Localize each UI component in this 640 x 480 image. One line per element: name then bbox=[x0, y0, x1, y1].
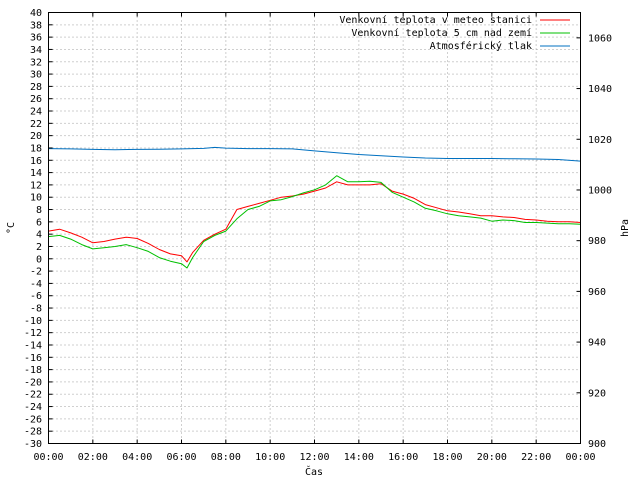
x-tick-label: 14:00 bbox=[344, 452, 374, 463]
y-tick-label: 16 bbox=[30, 156, 42, 167]
y-tick-label: 4 bbox=[36, 230, 42, 241]
y-tick-label: 20 bbox=[30, 131, 42, 142]
y-tick-label: 32 bbox=[30, 57, 42, 68]
series-lines bbox=[48, 146, 581, 269]
y2-axis-label: hPa bbox=[620, 219, 631, 237]
x-axis-label: Čas bbox=[305, 465, 323, 478]
y-tick-label: -12 bbox=[24, 328, 42, 339]
y-tick-label: 36 bbox=[30, 33, 42, 44]
x-tick-label: 02:00 bbox=[78, 452, 108, 463]
x-tick-label: 20:00 bbox=[477, 452, 507, 463]
y-tick-label: -16 bbox=[24, 353, 42, 364]
y2-tick-label: 900 bbox=[588, 439, 606, 450]
y-tick-label: 12 bbox=[30, 180, 42, 191]
series-line-2 bbox=[48, 146, 581, 162]
y-tick-label: -18 bbox=[24, 365, 42, 376]
x-tick-label: 00:00 bbox=[33, 452, 63, 463]
legend: Venkovní teplota v meteo stanici Venkovn… bbox=[339, 14, 570, 52]
x-tick-label: 18:00 bbox=[432, 452, 462, 463]
y2-tick-label: 960 bbox=[588, 287, 606, 298]
tick-labels: 00:00 02:00 04:00 06:00 08:00 10:00 12:00 14:00… bbox=[24, 8, 612, 463]
y-tick-label: -28 bbox=[24, 427, 42, 438]
legend-label-series-0: Venkovní teplota v meteo stanici bbox=[339, 14, 532, 26]
y2-tick-label: 980 bbox=[588, 236, 606, 247]
x-tick-label: 16:00 bbox=[388, 452, 418, 463]
grid bbox=[48, 12, 581, 444]
y2-tick-label: 1060 bbox=[588, 33, 612, 44]
x-tick-label: 22:00 bbox=[521, 452, 551, 463]
legend-label-series-2: Atmosférický tlak bbox=[430, 40, 532, 52]
y-tick-label: -2 bbox=[30, 267, 42, 278]
y-tick-label: 28 bbox=[30, 82, 42, 93]
y2-tick-label: 940 bbox=[588, 338, 606, 349]
y-tick-label: 24 bbox=[30, 107, 42, 118]
y-tick-label: -4 bbox=[30, 279, 42, 290]
x-tick-label: 06:00 bbox=[166, 452, 196, 463]
y-tick-label: -8 bbox=[30, 304, 42, 315]
y-tick-label: 38 bbox=[30, 20, 42, 31]
y-tick-label: -14 bbox=[24, 340, 42, 351]
y-tick-label: 8 bbox=[36, 205, 42, 216]
y-tick-label: 18 bbox=[30, 143, 42, 154]
x-tick-label: 08:00 bbox=[211, 452, 241, 463]
series-line-0 bbox=[48, 181, 581, 263]
series-line-1 bbox=[48, 175, 581, 269]
x-tick-label: 04:00 bbox=[122, 452, 152, 463]
y-tick-label: 2 bbox=[36, 242, 42, 253]
y2-tick-label: 1040 bbox=[588, 84, 612, 95]
y-tick-label: 0 bbox=[36, 254, 42, 265]
y-tick-label: 14 bbox=[30, 168, 42, 179]
y2-tick-label: 1020 bbox=[588, 135, 612, 146]
y-tick-label: 30 bbox=[30, 70, 42, 81]
y-tick-label: 34 bbox=[30, 45, 42, 56]
y2-tick-label: 1000 bbox=[588, 185, 612, 196]
y2-tick-label: 920 bbox=[588, 388, 606, 399]
y-tick-label: -20 bbox=[24, 377, 42, 388]
y-tick-label: 26 bbox=[30, 94, 42, 105]
legend-label-series-1: Venkovní teplota 5 cm nad zemí bbox=[351, 27, 532, 39]
x-tick-label: 12:00 bbox=[299, 452, 329, 463]
y-tick-label: -22 bbox=[24, 390, 42, 401]
y-tick-label: 6 bbox=[36, 217, 42, 228]
y-tick-label: 22 bbox=[30, 119, 42, 130]
y-tick-label: -30 bbox=[24, 439, 42, 450]
y-tick-label: -24 bbox=[24, 402, 42, 413]
y-tick-label: -10 bbox=[24, 316, 42, 327]
y-tick-label: -6 bbox=[30, 291, 42, 302]
axis-ticks bbox=[48, 12, 581, 444]
y-tick-label: 10 bbox=[30, 193, 42, 204]
x-tick-label: 10:00 bbox=[255, 452, 285, 463]
y-tick-label: -26 bbox=[24, 414, 42, 425]
y-axis-label: °C bbox=[6, 222, 17, 234]
x-tick-label: 00:00 bbox=[565, 452, 595, 463]
y-tick-label: 40 bbox=[30, 8, 42, 19]
